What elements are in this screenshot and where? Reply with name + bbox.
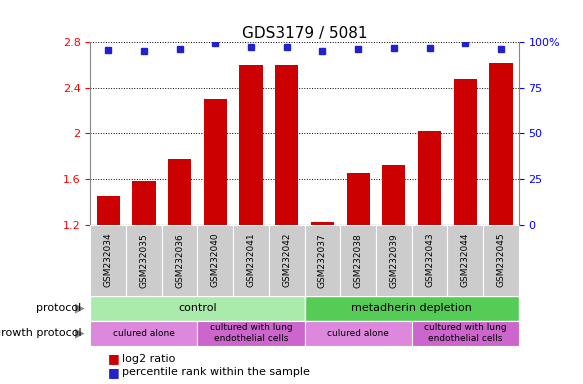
FancyBboxPatch shape (269, 225, 304, 296)
Bar (240, 65, 263, 225)
FancyBboxPatch shape (412, 225, 448, 296)
Bar (382, 166, 406, 225)
Text: GSM232038: GSM232038 (354, 233, 363, 288)
FancyBboxPatch shape (304, 321, 412, 346)
Text: metadherin depletion: metadherin depletion (352, 303, 472, 313)
FancyBboxPatch shape (376, 225, 412, 296)
Text: culured alone: culured alone (327, 329, 389, 338)
Text: culured alone: culured alone (113, 329, 175, 338)
Bar (489, 63, 512, 225)
FancyBboxPatch shape (412, 321, 519, 346)
Text: ■: ■ (108, 366, 120, 379)
Text: protocol: protocol (36, 303, 82, 313)
FancyBboxPatch shape (304, 225, 340, 296)
Text: percentile rank within the sample: percentile rank within the sample (122, 367, 310, 377)
FancyBboxPatch shape (198, 321, 304, 346)
Text: cultured with lung
endothelial cells: cultured with lung endothelial cells (424, 323, 507, 343)
Bar (454, 79, 477, 225)
Bar (311, 222, 334, 225)
Text: ▶: ▶ (75, 302, 85, 314)
Text: cultured with lung
endothelial cells: cultured with lung endothelial cells (210, 323, 292, 343)
Text: GSM232040: GSM232040 (211, 233, 220, 288)
Text: growth protocol: growth protocol (0, 328, 82, 338)
Text: GSM232036: GSM232036 (175, 233, 184, 288)
FancyBboxPatch shape (448, 225, 483, 296)
Bar (203, 99, 227, 225)
Bar (168, 159, 191, 225)
Text: log2 ratio: log2 ratio (122, 354, 176, 364)
Text: GSM232035: GSM232035 (139, 233, 149, 288)
Text: GSM232034: GSM232034 (104, 233, 113, 288)
Text: GSM232037: GSM232037 (318, 233, 327, 288)
Text: GSM232042: GSM232042 (282, 233, 292, 287)
FancyBboxPatch shape (161, 225, 198, 296)
Bar (275, 65, 298, 225)
Bar (346, 173, 370, 225)
Bar (418, 131, 441, 225)
Text: GSM232039: GSM232039 (389, 233, 398, 288)
Text: GSM232043: GSM232043 (425, 233, 434, 288)
Bar (132, 181, 156, 225)
Text: GSM232041: GSM232041 (247, 233, 255, 288)
FancyBboxPatch shape (198, 225, 233, 296)
FancyBboxPatch shape (233, 225, 269, 296)
Text: ■: ■ (108, 353, 120, 366)
FancyBboxPatch shape (90, 296, 304, 321)
FancyBboxPatch shape (304, 296, 519, 321)
Bar (97, 196, 120, 225)
Text: control: control (178, 303, 217, 313)
FancyBboxPatch shape (126, 225, 161, 296)
Text: ▶: ▶ (75, 327, 85, 339)
Title: GDS3179 / 5081: GDS3179 / 5081 (242, 26, 367, 41)
Text: GSM232044: GSM232044 (461, 233, 470, 287)
FancyBboxPatch shape (90, 321, 198, 346)
Text: GSM232045: GSM232045 (497, 233, 505, 288)
FancyBboxPatch shape (90, 225, 126, 296)
FancyBboxPatch shape (483, 225, 519, 296)
FancyBboxPatch shape (340, 225, 376, 296)
